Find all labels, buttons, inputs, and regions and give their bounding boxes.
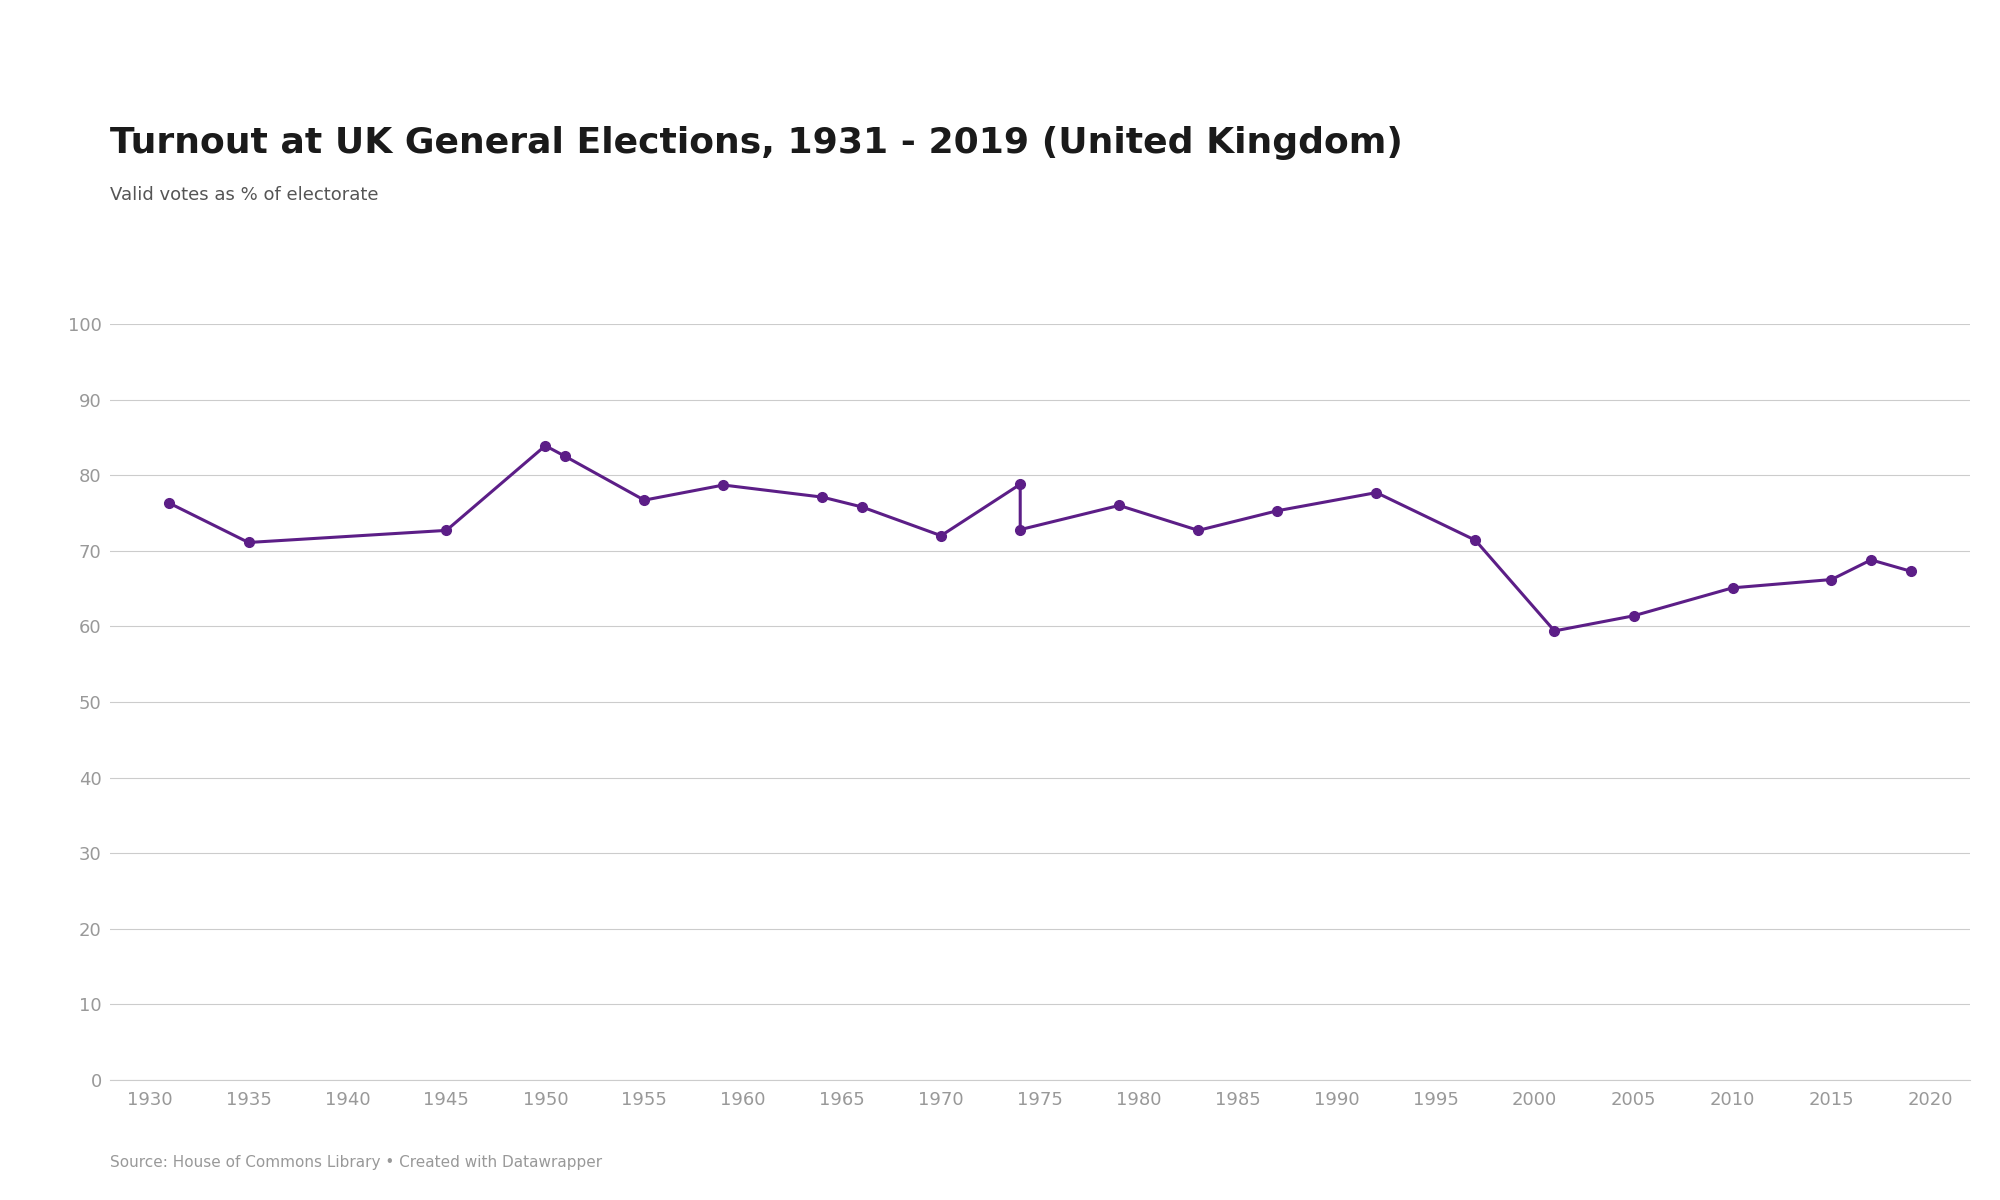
- Text: Source: House of Commons Library • Created with Datawrapper: Source: House of Commons Library • Creat…: [110, 1154, 602, 1170]
- Text: Turnout at UK General Elections, 1931 - 2019 (United Kingdom): Turnout at UK General Elections, 1931 - …: [110, 126, 1402, 160]
- Text: Valid votes as % of electorate: Valid votes as % of electorate: [110, 186, 378, 204]
